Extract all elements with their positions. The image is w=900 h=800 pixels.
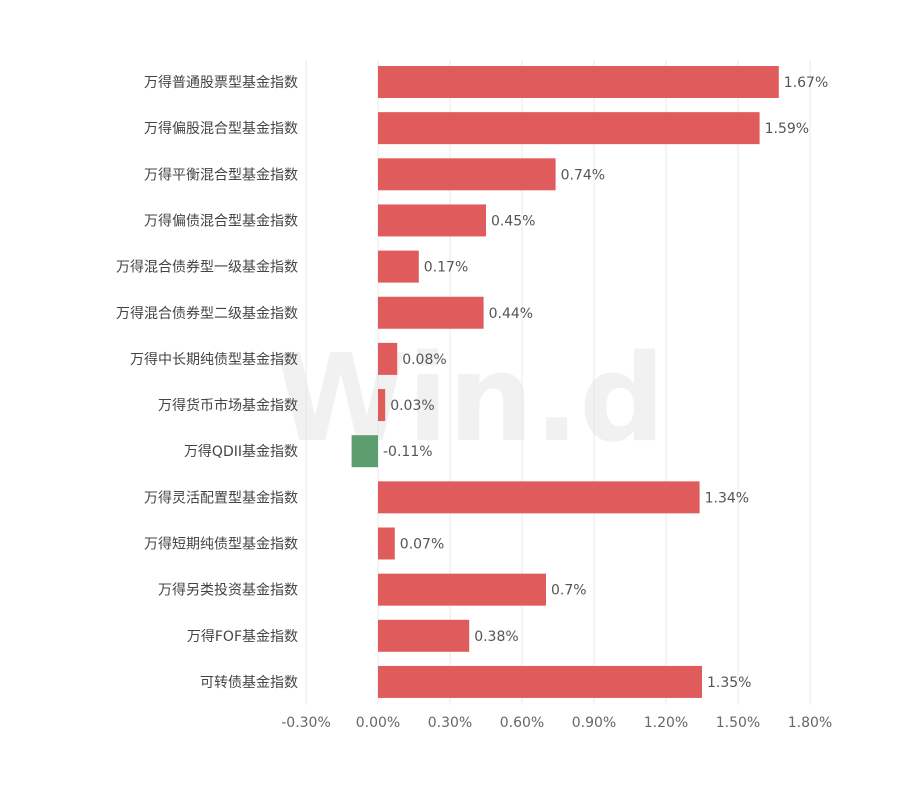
value-label: 0.74% [561,167,605,183]
category-label: 万得短期纯债型基金指数 [144,536,298,553]
value-label: 0.44% [489,306,533,322]
value-label: 0.08% [402,352,446,368]
x-tick-label: 0.00% [356,715,400,731]
bar [378,204,486,237]
bar [378,665,702,698]
bar [378,66,779,98]
bar [378,158,556,191]
category-label: 万得平衡混合型基金指数 [144,166,298,183]
value-label: 1.59% [765,121,809,137]
value-label: 0.38% [474,629,518,645]
category-label: 万得QDII基金指数 [184,443,298,460]
category-label: 万得中长期纯债型基金指数 [130,351,298,368]
bar [378,250,419,283]
x-tick-label: -0.30% [281,715,331,731]
category-label: 万得混合债券型二级基金指数 [116,305,298,322]
bar [378,619,470,652]
bar [378,481,700,514]
x-tick-label: 1.80% [788,715,832,731]
bars [351,66,779,698]
bar [378,112,760,145]
value-label: 1.34% [705,490,749,506]
x-tick-label: 1.50% [716,715,760,731]
bar [378,573,546,606]
category-label: 可转债基金指数 [200,674,298,691]
bar [351,435,378,468]
x-tick-label: 1.20% [644,715,688,731]
value-label: 0.03% [390,398,434,414]
x-axis-ticks: -0.30% 0.00% 0.30% 0.60% 0.90% 1.20% 1.50% 1.80… [281,715,832,731]
bar [378,389,386,422]
value-label: 0.07% [400,537,444,553]
value-label: 0.17% [424,260,468,276]
value-label: 1.67% [784,75,828,91]
category-label: 万得FOF基金指数 [187,628,298,645]
value-label: 1.35% [707,675,751,691]
category-label: 万得灵活配置型基金指数 [144,489,298,506]
watermark: Win.d [275,330,665,469]
value-label: -0.11% [383,444,433,460]
category-labels: 万得普通股票型基金指数万得偏股混合型基金指数万得平衡混合型基金指数万得偏债混合型… [116,74,298,691]
category-label: 万得另类投资基金指数 [158,582,298,599]
category-label: 万得偏债混合型基金指数 [144,212,298,229]
category-label: 万得偏股混合型基金指数 [144,120,298,137]
x-tick-label: 0.60% [500,715,544,731]
category-label: 万得混合债券型一级基金指数 [116,259,298,276]
bar [378,527,395,560]
category-label: 万得普通股票型基金指数 [144,74,298,91]
category-label: 万得货币市场基金指数 [158,397,298,414]
bar [378,342,398,375]
x-tick-label: 0.90% [572,715,616,731]
x-tick-label: 0.30% [428,715,472,731]
value-labels: 1.67% 1.59% 0.74% 0.45% 0.17% 0.44% 0.08% 0.03%… [383,75,828,691]
value-label: 0.7% [551,583,587,599]
value-label: 0.45% [491,213,535,229]
bar [378,296,484,329]
